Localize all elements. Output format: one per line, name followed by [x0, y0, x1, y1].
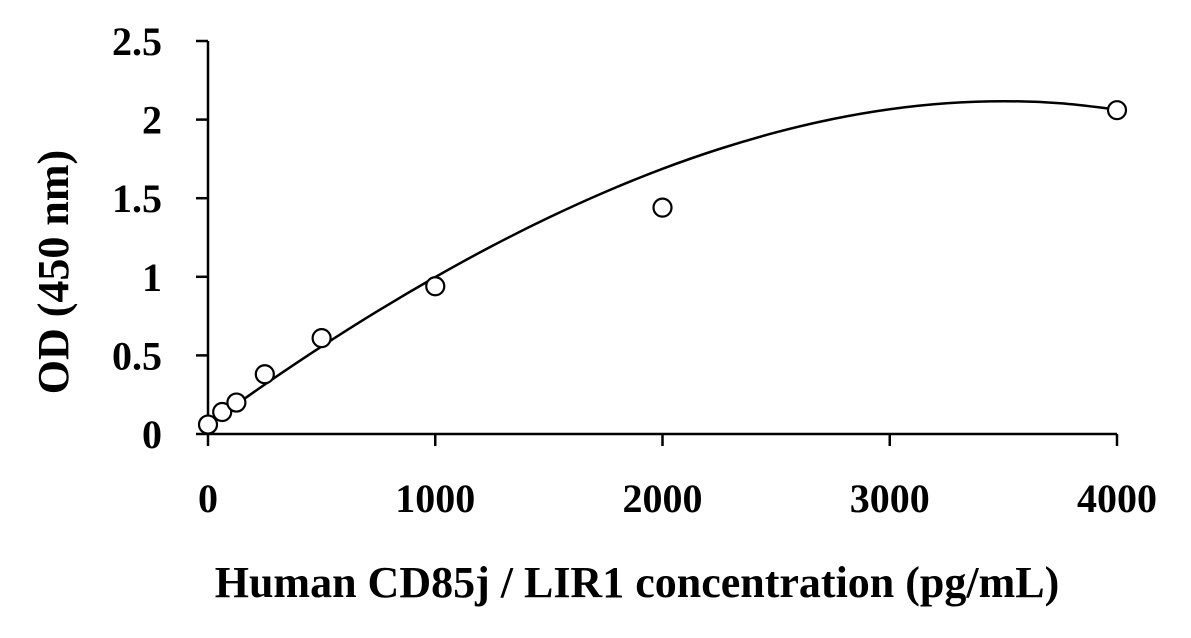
data-point — [212, 401, 233, 423]
x-axis-title: Human CD85j / LIR1 concentration (pg/mL) — [215, 558, 1060, 607]
data-point — [226, 392, 247, 413]
y-tick-label: 2 — [142, 98, 162, 143]
data-point — [197, 414, 219, 435]
y-tick-label: 1.5 — [112, 176, 162, 221]
axis-ticks: 0 0.5 1 1.5 2 2.5 0 1000 2000 3000 4000 — [112, 19, 1157, 521]
y-axis-title: OD (450 nm) — [29, 150, 78, 394]
x-tick-label: 3000 — [850, 476, 930, 521]
data-point — [425, 276, 446, 297]
y-tick-label: 0.5 — [112, 333, 162, 378]
y-tick-label: 1 — [142, 255, 162, 300]
data-points — [197, 100, 1128, 435]
y-tick-label: 2.5 — [112, 19, 162, 64]
y-tick-label: 0 — [142, 412, 162, 457]
fit-curve — [207, 99, 1118, 426]
data-point — [311, 328, 332, 349]
x-tick-label: 2000 — [623, 476, 703, 521]
axes — [206, 41, 1117, 436]
fit-curve-layer — [207, 99, 1118, 426]
x-tick-label: 1000 — [395, 476, 475, 521]
x-tick-label: 0 — [198, 476, 218, 521]
data-point — [652, 197, 673, 218]
data-point — [1106, 100, 1128, 121]
x-tick-label: 4000 — [1077, 476, 1157, 521]
data-point — [254, 364, 275, 385]
